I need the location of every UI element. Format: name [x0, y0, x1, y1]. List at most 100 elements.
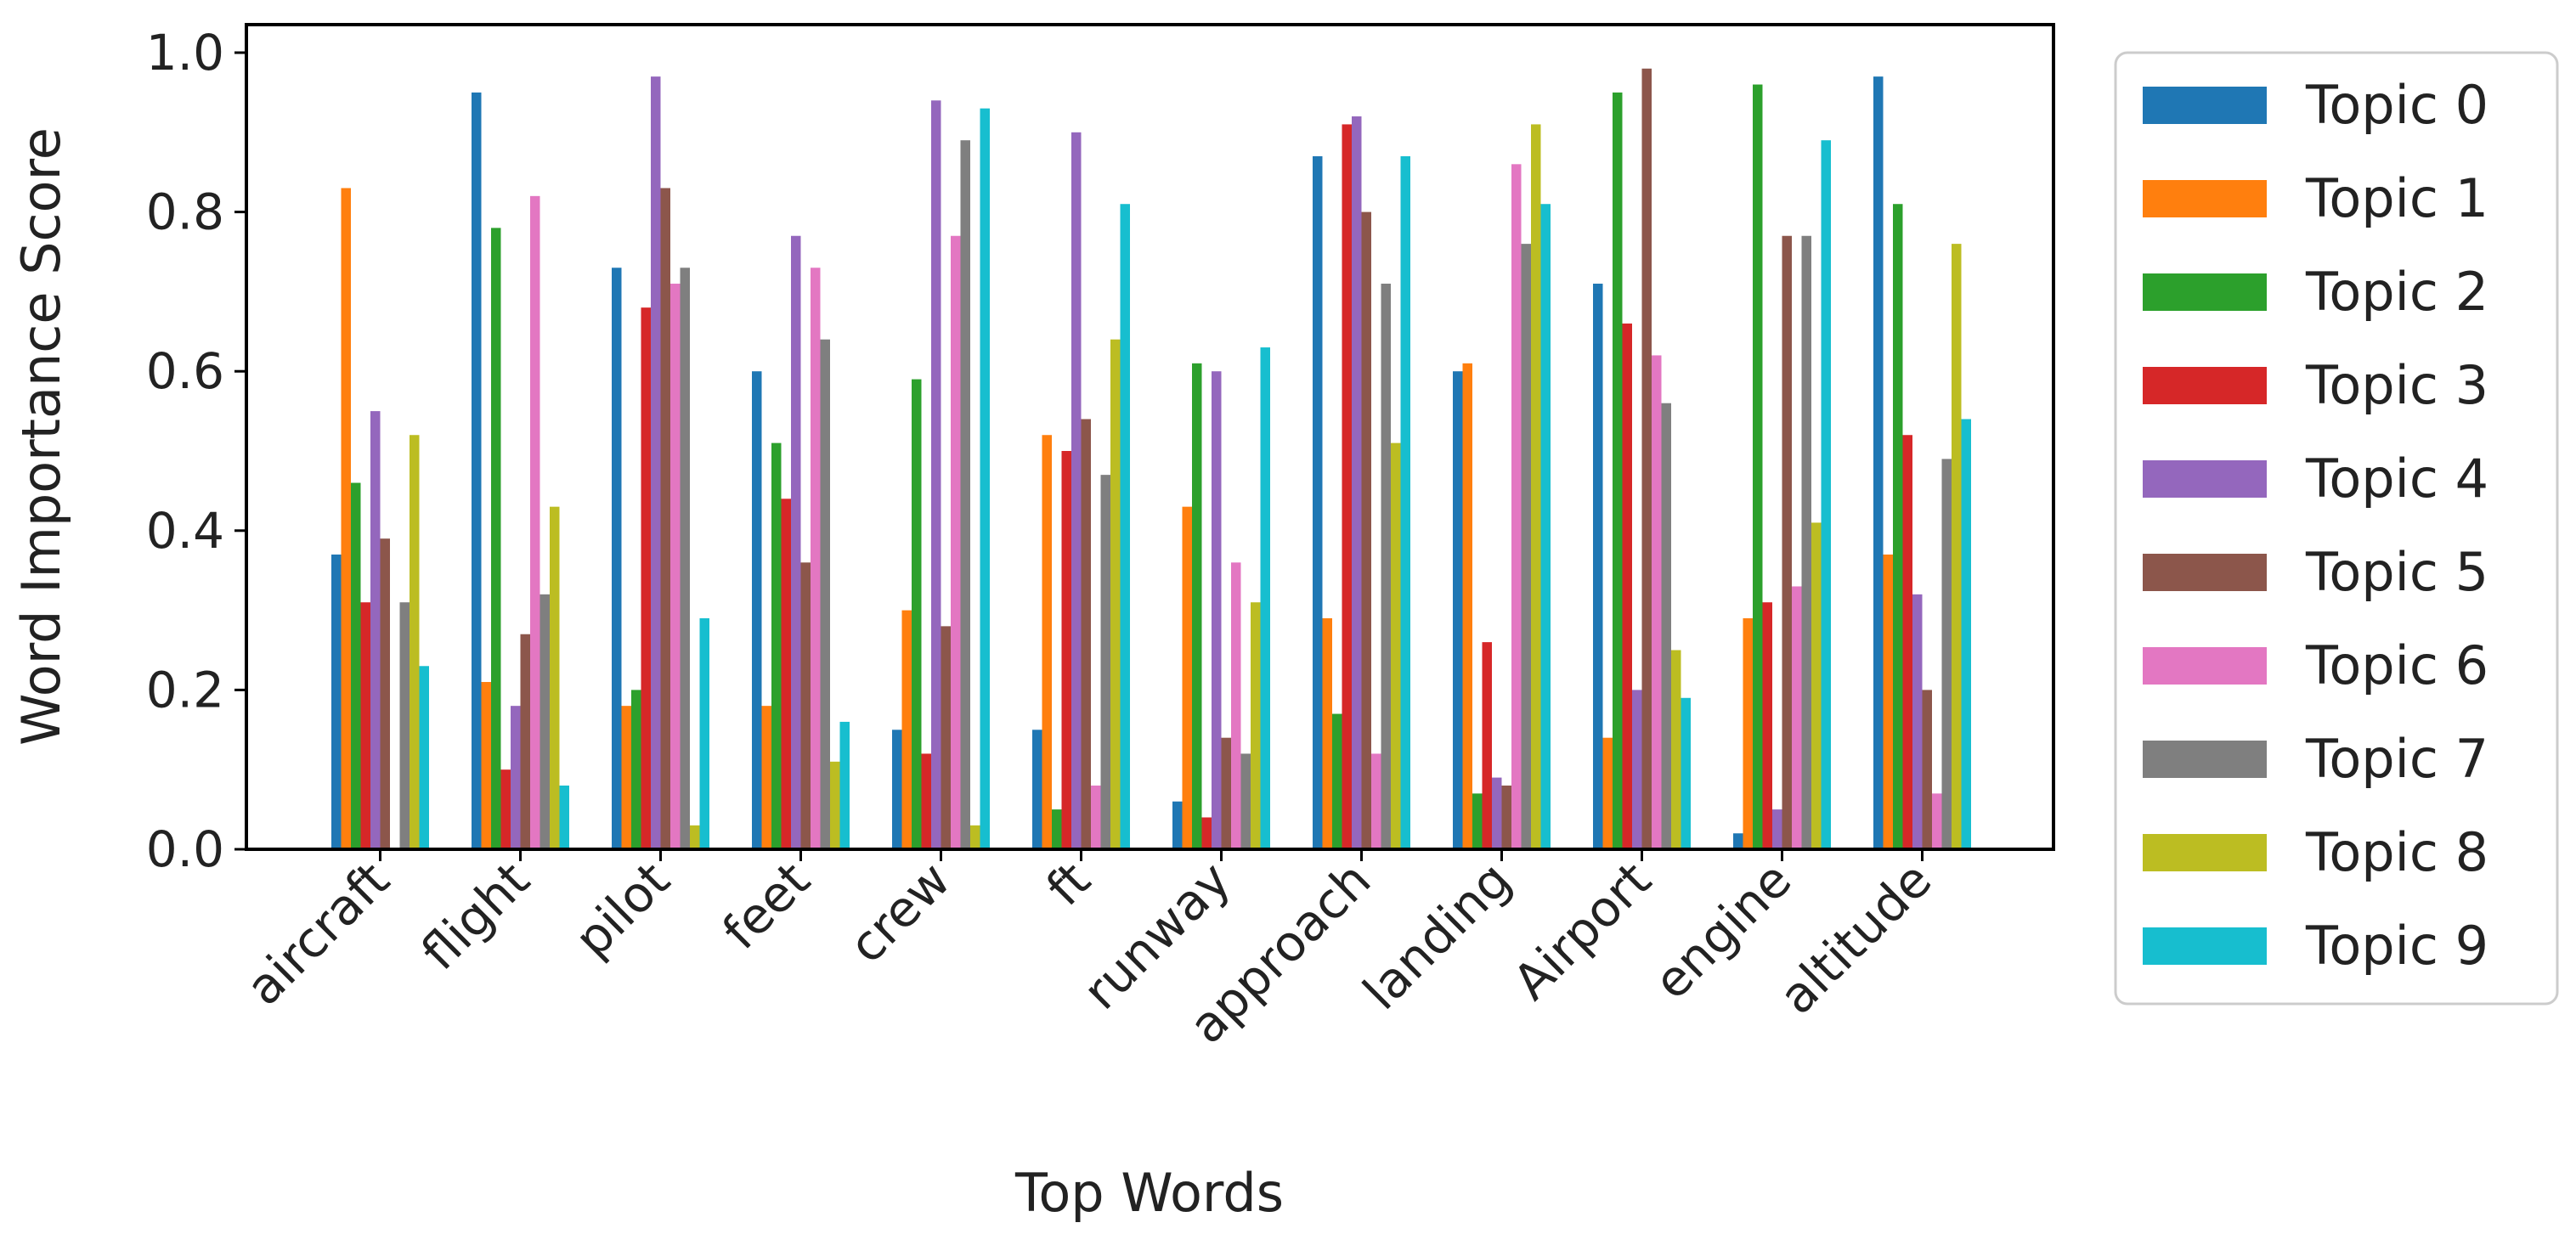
bar-landing-topic-2	[1472, 793, 1483, 849]
bar-engine-topic-7	[1801, 235, 1811, 849]
legend-label: Topic 7	[2305, 728, 2488, 790]
bar-altitude-topic-5	[1922, 690, 1932, 849]
bars-layer	[331, 68, 1971, 850]
legend-label: Topic 6	[2305, 634, 2488, 696]
bar-pilot-topic-0	[612, 268, 622, 849]
x-tick-label-crew: crew	[838, 851, 961, 974]
bar-runway-topic-0	[1172, 801, 1183, 849]
legend-label: Topic 5	[2305, 541, 2488, 603]
bar-approach-topic-7	[1381, 284, 1391, 849]
bar-flight-topic-8	[550, 506, 560, 849]
bar-approach-topic-6	[1371, 753, 1381, 849]
y-tick-label: 1.0	[146, 24, 224, 82]
legend-item-topic-7: Topic 7	[2143, 728, 2488, 790]
bar-runway-topic-1	[1182, 506, 1192, 849]
legend-swatch	[2143, 927, 2267, 965]
legend: Topic 0 Topic 1 Topic 2 Topic 3 Topic 4 Topic…	[2114, 51, 2559, 1006]
bar-engine-topic-2	[1753, 84, 1763, 849]
bar-feet-topic-2	[771, 442, 782, 849]
bar-approach-topic-0	[1313, 155, 1323, 849]
bar-approach-topic-3	[1342, 124, 1352, 850]
x-axis-label: Top Words	[1014, 1162, 1284, 1224]
bar-pilot-topic-4	[651, 76, 661, 849]
bar-crew-topic-3	[921, 753, 931, 849]
bar-altitude-topic-3	[1902, 435, 1912, 849]
bar-ft-topic-1	[1042, 435, 1052, 849]
x-tick-label-pilot: pilot	[563, 851, 681, 968]
bar-runway-topic-2	[1192, 363, 1202, 849]
bar-aircraft-topic-3	[360, 602, 370, 849]
bar-pilot-topic-1	[621, 706, 631, 849]
x-tick-label-ft: ft	[1036, 851, 1102, 917]
bar-runway-topic-7	[1240, 753, 1251, 849]
bar-altitude-topic-8	[1952, 244, 1962, 849]
bar-approach-topic-9	[1400, 155, 1410, 849]
x-tick-label-aircraft: aircraft	[234, 851, 400, 1017]
bar-engine-topic-6	[1792, 586, 1802, 849]
bar-feet-topic-4	[791, 235, 801, 849]
bar-flight-topic-5	[520, 634, 530, 849]
bar-crew-topic-9	[980, 108, 990, 849]
bar-feet-topic-0	[752, 371, 762, 849]
bar-approach-topic-2	[1332, 713, 1342, 849]
bar-landing-topic-3	[1482, 642, 1492, 849]
bar-flight-topic-7	[539, 594, 550, 849]
bar-runway-topic-5	[1221, 737, 1231, 849]
bar-ft-topic-0	[1032, 730, 1042, 849]
legend-item-topic-1: Topic 1	[2143, 167, 2488, 229]
bar-ft-topic-5	[1081, 419, 1091, 849]
y-axis: 0.0 0.2 0.4 0.6 0.8 1.0	[146, 24, 246, 878]
bar-crew-topic-5	[941, 626, 951, 849]
bar-ft-topic-2	[1052, 809, 1062, 849]
y-tick-label: 0.4	[146, 502, 224, 560]
x-tick-label-feet: feet	[711, 851, 821, 961]
bar-pilot-topic-2	[631, 690, 641, 849]
bar-crew-topic-1	[901, 610, 912, 849]
legend-swatch	[2143, 367, 2267, 404]
y-axis-label: Word Importance Score	[10, 127, 72, 746]
bar-flight-topic-3	[500, 769, 511, 849]
bar-crew-topic-7	[960, 140, 970, 849]
legend-item-topic-0: Topic 0	[2143, 74, 2488, 136]
x-tick-label-flight: flight	[410, 851, 540, 981]
bar-flight-topic-4	[511, 706, 521, 849]
bar-landing-topic-8	[1531, 124, 1541, 850]
legend-items: Topic 0 Topic 1 Topic 2 Topic 3 Topic 4 Topic…	[2143, 74, 2488, 977]
x-tick-label-airport: Airport	[1502, 851, 1662, 1011]
bar-airport-topic-2	[1613, 92, 1623, 849]
legend-item-topic-6: Topic 6	[2143, 634, 2488, 696]
bar-landing-topic-4	[1492, 777, 1502, 849]
legend-item-topic-3: Topic 3	[2143, 354, 2488, 416]
bar-flight-topic-0	[472, 92, 482, 849]
legend-swatch	[2143, 834, 2267, 871]
bar-feet-topic-9	[839, 721, 850, 849]
bar-altitude-topic-4	[1912, 594, 1923, 849]
bar-airport-topic-4	[1632, 690, 1642, 849]
bar-aircraft-topic-1	[341, 188, 351, 849]
bar-airport-topic-0	[1593, 284, 1603, 849]
bar-engine-topic-5	[1782, 235, 1792, 849]
y-tick-label: 0.0	[146, 820, 224, 878]
x-tick-label-landing: landing	[1352, 851, 1522, 1021]
legend-swatch	[2143, 273, 2267, 311]
legend-label: Topic 4	[2305, 448, 2488, 510]
bar-altitude-topic-6	[1932, 793, 1942, 849]
x-tick-label-altitude: altitude	[1768, 851, 1942, 1025]
bar-landing-topic-5	[1501, 785, 1511, 849]
bar-feet-topic-5	[800, 562, 811, 849]
bar-aircraft-topic-4	[370, 411, 381, 850]
bar-aircraft-topic-0	[331, 554, 342, 849]
bar-flight-topic-1	[481, 682, 491, 849]
legend-swatch	[2143, 741, 2267, 778]
plot-frame	[245, 23, 2055, 851]
bar-airport-topic-7	[1661, 403, 1671, 850]
bar-runway-topic-8	[1251, 602, 1261, 849]
bar-ft-topic-6	[1091, 785, 1101, 849]
bar-crew-topic-6	[951, 235, 961, 849]
bar-altitude-topic-0	[1873, 76, 1884, 849]
bar-altitude-topic-7	[1941, 459, 1952, 849]
bar-aircraft-topic-2	[351, 482, 361, 849]
legend-label: Topic 0	[2305, 74, 2488, 136]
bar-airport-topic-1	[1602, 737, 1613, 849]
bar-runway-topic-4	[1212, 371, 1222, 849]
